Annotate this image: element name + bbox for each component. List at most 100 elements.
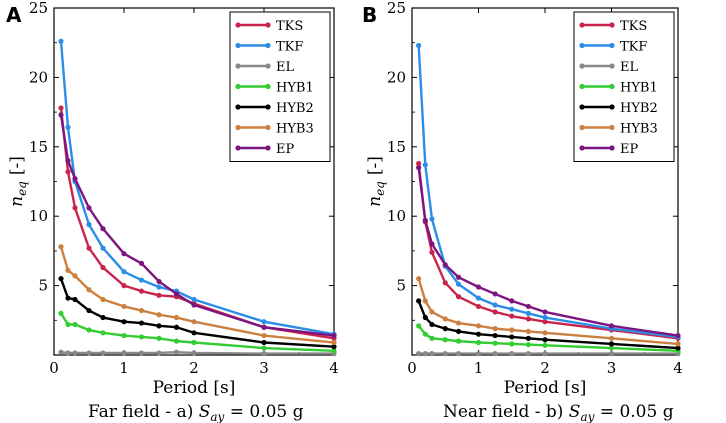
data-point: [542, 351, 548, 357]
legend-label: TKF: [276, 40, 303, 55]
y-axis-label-subscript: eq: [373, 181, 387, 196]
data-point: [100, 226, 106, 232]
data-point: [86, 327, 92, 333]
data-point: [138, 288, 145, 294]
legend-marker: [579, 83, 585, 90]
data-point: [455, 351, 462, 357]
data-point: [156, 335, 162, 341]
series-line: [417, 45, 679, 339]
caption-text: Far field - a): [88, 402, 199, 422]
data-point: [475, 331, 482, 337]
data-point: [608, 341, 615, 347]
legend-item-hyb2: HYB2: [579, 101, 658, 116]
data-point: [525, 351, 531, 357]
data-point: [509, 334, 515, 340]
data-point: [608, 323, 615, 329]
legend-marker: [609, 83, 615, 90]
legend-item-tkf: TKF: [579, 40, 647, 55]
x-tick-label: 1: [119, 359, 129, 377]
data-point: [156, 323, 162, 329]
y-axis-label-symbol: n: [365, 196, 385, 207]
series-line: [59, 114, 335, 337]
data-point: [509, 351, 515, 357]
legend-marker: [609, 145, 615, 151]
legend-marker: [235, 22, 241, 28]
legend-marker: [579, 145, 585, 151]
legend-label: TKF: [620, 40, 647, 55]
data-point: [156, 350, 162, 356]
data-point: [191, 330, 197, 336]
y-axis-label-symbol: n: [7, 196, 27, 207]
legend-marker: [235, 63, 241, 69]
data-point: [156, 312, 162, 318]
data-point: [422, 331, 428, 337]
legend: TKS TKF EL HYB1 HYB2 HYB3 EP: [573, 11, 675, 162]
data-point: [191, 339, 197, 346]
data-point: [100, 264, 106, 271]
legend-label: EL: [620, 60, 638, 75]
legend-item-hyb3: HYB3: [579, 122, 658, 137]
data-point: [525, 316, 531, 322]
series-hyb3: [416, 276, 681, 347]
legend-label: HYB1: [276, 81, 314, 96]
data-point: [156, 292, 162, 298]
caption-symbol: S: [199, 402, 211, 422]
data-point: [455, 281, 462, 287]
data-point: [261, 324, 267, 330]
legend-marker: [265, 42, 271, 49]
data-point: [542, 342, 548, 348]
series-hyb2: [58, 276, 337, 350]
legend-item-tks: TKS: [579, 19, 647, 34]
data-point: [100, 314, 106, 321]
legend-label: HYB3: [276, 122, 314, 137]
data-point: [416, 298, 422, 304]
data-point: [429, 249, 435, 255]
panel-caption: Far field - a) Say = 0.05 g: [88, 402, 304, 423]
data-point: [86, 221, 92, 228]
legend-marker: [235, 104, 241, 110]
data-point: [509, 306, 515, 312]
legend-marker: [265, 145, 271, 151]
data-point: [675, 341, 681, 347]
data-point: [261, 319, 267, 325]
data-point: [492, 291, 498, 297]
data-point: [100, 350, 106, 356]
data-point: [72, 205, 78, 211]
data-point: [331, 344, 337, 350]
data-point: [156, 284, 162, 290]
x-tick-label: 3: [259, 359, 269, 377]
data-point: [173, 314, 180, 321]
data-point: [65, 169, 71, 175]
legend-label: TKS: [620, 19, 647, 34]
data-point: [72, 176, 78, 182]
y-tick-label: 20: [29, 68, 48, 86]
caption-value: = 0.05 g: [594, 402, 673, 422]
data-point: [72, 273, 78, 279]
data-point: [509, 298, 515, 304]
data-point: [416, 276, 422, 282]
data-point: [86, 245, 92, 251]
data-point: [675, 345, 681, 351]
data-point: [416, 323, 422, 329]
series-tks: [416, 160, 681, 341]
caption-text: Near field - b): [443, 402, 569, 422]
data-point: [675, 332, 681, 339]
data-point: [191, 350, 197, 356]
data-point: [525, 335, 531, 341]
y-tick-label: 20: [387, 68, 406, 86]
y-tick-label: 25: [29, 0, 48, 17]
data-point: [58, 310, 64, 316]
x-tick-label: 1: [474, 359, 484, 377]
y-axis-label-subscript: eq: [15, 181, 29, 196]
data-point: [138, 260, 145, 266]
data-point: [429, 216, 435, 222]
legend-item-el: EL: [579, 60, 638, 75]
panel-b: B 0 1 2 3 4 5 10 15 20 25 Period [s] neq [-] Near fiel…: [362, 0, 683, 423]
legend-item-hyb1: HYB1: [579, 81, 658, 96]
series-ep: [58, 112, 337, 339]
data-point: [422, 314, 428, 321]
data-point: [429, 321, 435, 328]
data-point: [442, 316, 448, 322]
x-tick-label: 4: [329, 359, 339, 377]
legend-marker: [265, 104, 271, 110]
